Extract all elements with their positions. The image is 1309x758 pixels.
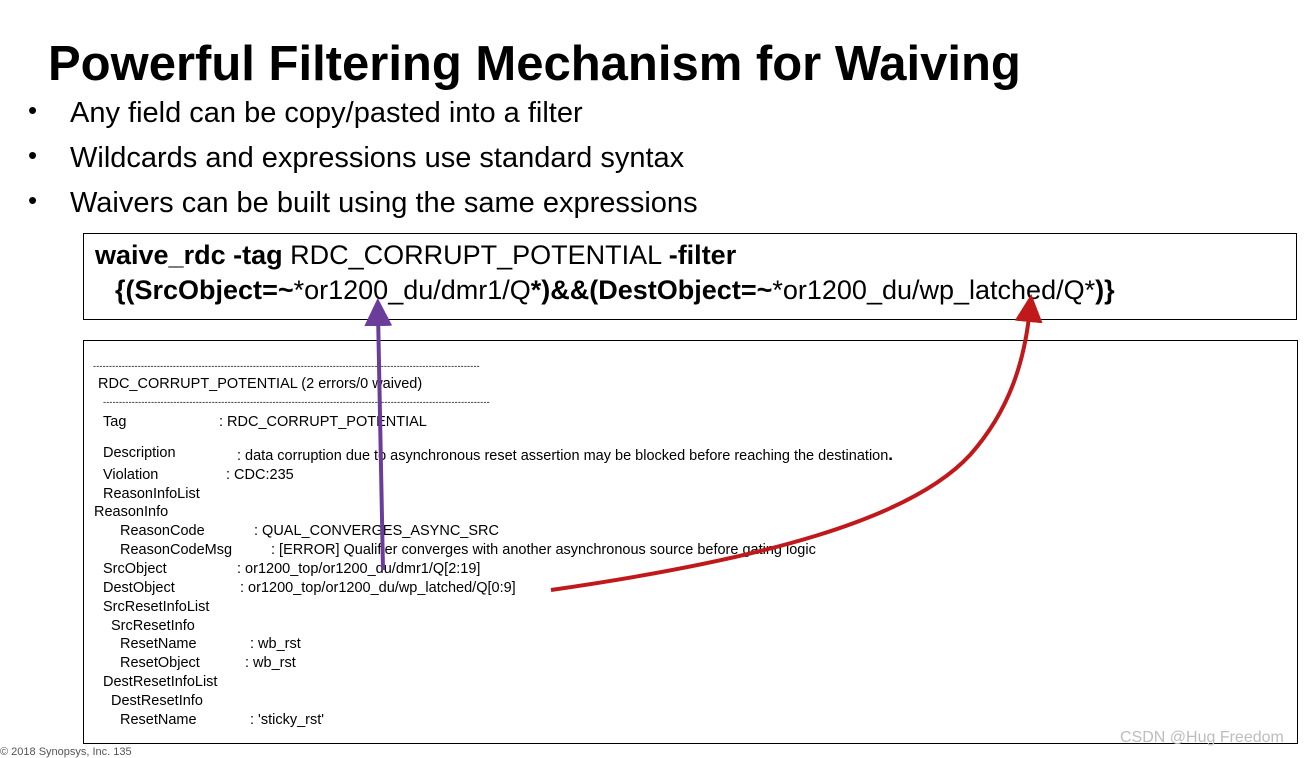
- bullet-marker: •: [28, 140, 38, 170]
- field-value: : QUAL_CONVERGES_ASYNC_SRC: [254, 523, 499, 539]
- section-label: DestResetInfoList: [103, 674, 218, 690]
- brace-open: {(: [115, 275, 135, 305]
- src-arrow: [364, 298, 393, 571]
- dest-arrow: [550, 294, 1043, 592]
- watermark: CSDN @Hug Freedom: [1120, 729, 1284, 746]
- filter-flag: -filter: [668, 240, 737, 270]
- report-box: [83, 340, 1298, 744]
- brace-close: )}: [1095, 275, 1115, 305]
- footer-copyright: © 2018 Synopsys, Inc. 135: [0, 746, 132, 758]
- bullet-text: Wildcards and expressions use standard s…: [70, 142, 685, 174]
- bullet-marker: •: [28, 95, 38, 125]
- separator-dashes: ----------------------------------------…: [103, 398, 490, 407]
- slide-title: Powerful Filtering Mechanism for Waiving: [48, 37, 1021, 91]
- field-key: DestObject: [103, 580, 175, 596]
- and-op: )&&(: [541, 275, 599, 305]
- field-key: ResetObject: [120, 655, 200, 671]
- tag-value: RDC_CORRUPT_POTENTIAL: [290, 240, 662, 270]
- field-key: SrcObject: [103, 561, 167, 577]
- match-op: =~: [740, 275, 773, 305]
- field-key: ResetName: [120, 636, 197, 652]
- match-op: =~: [262, 275, 294, 305]
- bullet-text: Any field can be copy/pasted into a filt…: [70, 97, 583, 129]
- command-line-2: {(SrcObject=~*or1200_du/dmr1/Q*)&&(DestO…: [115, 277, 1115, 304]
- bullet-marker: •: [28, 185, 38, 215]
- field-value: : wb_rst: [245, 655, 296, 671]
- tag-flag: -tag: [233, 240, 283, 270]
- src-field: SrcObject: [134, 275, 263, 305]
- separator-dashes: ----------------------------------------…: [93, 362, 480, 371]
- field-value: : or1200_top/or1200_du/dmr1/Q[2:19]: [237, 561, 481, 577]
- command-box: [83, 233, 1297, 320]
- field-key: ReasonCodeMsg: [120, 542, 233, 558]
- field-key: Description: [103, 445, 176, 461]
- dest-field: DestObject: [598, 275, 741, 305]
- wildcard: *: [772, 275, 783, 305]
- field-value: : RDC_CORRUPT_POTENTIAL: [219, 414, 427, 430]
- field-value: : CDC:235: [226, 467, 294, 483]
- desc-text: : data corruption due to asynchronous re…: [237, 448, 889, 464]
- field-value: : [ERROR] Qualifier converges with anoth…: [271, 542, 816, 558]
- field-key: Violation: [103, 467, 159, 483]
- section-label: ReasonInfo: [94, 504, 169, 520]
- report-header: RDC_CORRUPT_POTENTIAL (2 errors/0 waived…: [98, 376, 423, 392]
- src-pattern: or1200_du/dmr1/Q: [304, 275, 531, 305]
- section-label: SrcResetInfo: [111, 618, 195, 634]
- bullet-text: Waivers can be built using the same expr…: [70, 187, 698, 219]
- field-value: : or1200_top/or1200_du/wp_latched/Q[0:9]: [240, 580, 516, 596]
- desc-period: .: [888, 445, 894, 464]
- field-key: ReasonCode: [120, 523, 205, 539]
- field-key: Tag: [103, 414, 127, 430]
- cmd-name: waive_rdc: [95, 240, 226, 270]
- field-key: ResetName: [120, 712, 197, 728]
- field-value: : wb_rst: [250, 636, 301, 652]
- field-value: : 'sticky_rst': [250, 712, 325, 728]
- wildcard: *: [293, 275, 305, 305]
- field-value: : data corruption due to asynchronous re…: [237, 446, 893, 464]
- command-line-1: waive_rdc -tag RDC_CORRUPT_POTENTIAL -fi…: [95, 242, 736, 269]
- wildcard: *: [1084, 275, 1096, 305]
- section-label: SrcResetInfoList: [103, 599, 210, 615]
- section-label: ReasonInfoList: [103, 486, 200, 502]
- section-label: DestResetInfo: [111, 693, 203, 709]
- wildcard: *: [530, 275, 542, 305]
